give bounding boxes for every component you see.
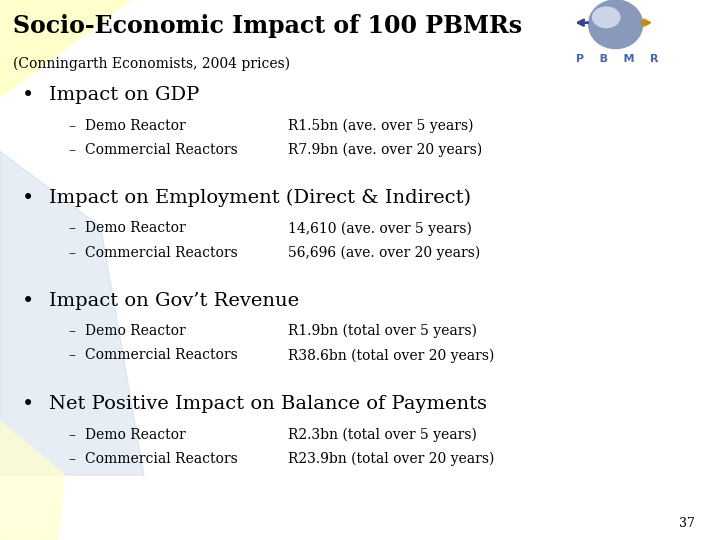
Text: Commercial Reactors: Commercial Reactors	[85, 452, 238, 466]
Text: Net Positive Impact on Balance of Payments: Net Positive Impact on Balance of Paymen…	[49, 395, 487, 413]
Text: Demo Reactor: Demo Reactor	[85, 119, 186, 133]
Polygon shape	[0, 151, 144, 475]
Text: Demo Reactor: Demo Reactor	[85, 324, 186, 338]
Text: –: –	[68, 428, 76, 442]
Text: 37: 37	[679, 517, 695, 530]
Text: –: –	[68, 452, 76, 466]
Text: Impact on Gov’t Revenue: Impact on Gov’t Revenue	[49, 292, 299, 309]
Text: R38.6bn (total over 20 years): R38.6bn (total over 20 years)	[288, 348, 495, 363]
Text: •: •	[22, 395, 34, 414]
Text: 56,696 (ave. over 20 years): 56,696 (ave. over 20 years)	[288, 246, 480, 260]
Polygon shape	[0, 421, 65, 540]
Ellipse shape	[589, 0, 643, 49]
Polygon shape	[0, 0, 130, 97]
Text: –: –	[68, 221, 76, 235]
Text: –: –	[68, 324, 76, 338]
Text: –: –	[68, 348, 76, 362]
Text: R1.5bn (ave. over 5 years): R1.5bn (ave. over 5 years)	[288, 119, 474, 133]
Text: 14,610 (ave. over 5 years): 14,610 (ave. over 5 years)	[288, 221, 472, 236]
Text: (Conningarth Economists, 2004 prices): (Conningarth Economists, 2004 prices)	[13, 57, 290, 71]
Text: R1.9bn (total over 5 years): R1.9bn (total over 5 years)	[288, 324, 477, 339]
Text: R7.9bn (ave. over 20 years): R7.9bn (ave. over 20 years)	[288, 143, 482, 158]
Ellipse shape	[593, 7, 620, 28]
Text: Demo Reactor: Demo Reactor	[85, 221, 186, 235]
Text: –: –	[68, 119, 76, 133]
Text: Impact on GDP: Impact on GDP	[49, 86, 199, 104]
Text: Commercial Reactors: Commercial Reactors	[85, 143, 238, 157]
Text: R23.9bn (total over 20 years): R23.9bn (total over 20 years)	[288, 452, 495, 467]
Text: P    B    M    R: P B M R	[576, 54, 659, 64]
Text: •: •	[22, 189, 34, 208]
Text: Demo Reactor: Demo Reactor	[85, 428, 186, 442]
Text: •: •	[22, 86, 34, 105]
Text: Commercial Reactors: Commercial Reactors	[85, 246, 238, 260]
Text: •: •	[22, 292, 34, 310]
Text: Commercial Reactors: Commercial Reactors	[85, 348, 238, 362]
Text: R2.3bn (total over 5 years): R2.3bn (total over 5 years)	[288, 428, 477, 442]
Text: Socio-Economic Impact of 100 PBMRs: Socio-Economic Impact of 100 PBMRs	[13, 14, 522, 37]
Text: –: –	[68, 143, 76, 157]
Text: Impact on Employment (Direct & Indirect): Impact on Employment (Direct & Indirect)	[49, 189, 471, 207]
Text: –: –	[68, 246, 76, 260]
